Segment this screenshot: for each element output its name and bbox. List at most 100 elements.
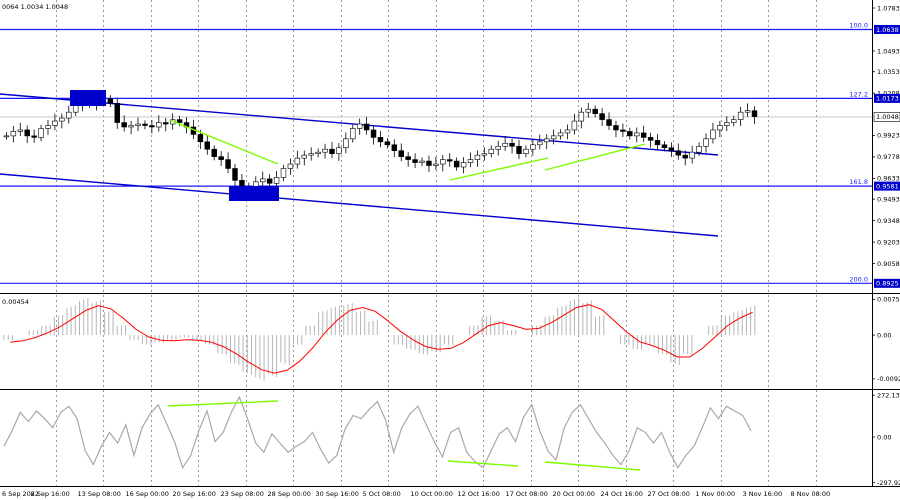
x-tick-label: 10 Oct 00:00 bbox=[411, 490, 453, 498]
candle-body bbox=[606, 119, 612, 126]
divergence-line bbox=[169, 119, 279, 165]
candle-body bbox=[343, 138, 349, 149]
x-tick-label: 27 Oct 08:00 bbox=[648, 490, 690, 498]
zone-bottom bbox=[229, 186, 279, 201]
price-tick-label: 1.0208 bbox=[877, 90, 900, 98]
candle-body bbox=[523, 148, 529, 154]
cci-tick-label: -297.9208 bbox=[877, 479, 900, 487]
candle-body bbox=[204, 141, 211, 150]
price-tick-label: 0.9348 bbox=[877, 217, 900, 225]
candle-body bbox=[308, 153, 314, 156]
x-tick-label: 30 Sep 16:00 bbox=[316, 490, 359, 498]
candle-body bbox=[460, 162, 467, 168]
candle-body bbox=[571, 120, 578, 131]
price-tick-label: 0.9633 bbox=[877, 175, 900, 183]
candle-body bbox=[149, 125, 155, 128]
cci-pane[interactable] bbox=[0, 390, 872, 486]
price-tick-label: 1.0783 bbox=[877, 4, 900, 12]
candle-body bbox=[384, 141, 391, 146]
price-tick-label: 0.9493 bbox=[877, 195, 900, 203]
candle-body bbox=[128, 125, 134, 128]
x-tick-label: 28 Sep 00:00 bbox=[268, 490, 311, 498]
highlight-zones bbox=[70, 90, 279, 201]
candle-body bbox=[3, 135, 10, 138]
candles-layer bbox=[3, 90, 758, 195]
candle-body bbox=[696, 145, 702, 153]
candle-body bbox=[481, 153, 488, 156]
candle-body bbox=[38, 128, 44, 138]
x-tick-label: 3 Nov 16:00 bbox=[743, 490, 783, 498]
candle-body bbox=[225, 159, 231, 169]
divergence-line bbox=[447, 460, 519, 467]
candle-body bbox=[661, 144, 668, 149]
candle-body bbox=[211, 148, 217, 157]
fib-price-tag-label: 0.9581 bbox=[876, 182, 899, 190]
price-pane[interactable] bbox=[0, 0, 872, 292]
candle-body bbox=[495, 145, 501, 150]
candle-body bbox=[578, 111, 585, 122]
x-tick-label: 23 Sep 08:00 bbox=[221, 490, 264, 498]
osma-header: 0.00454 bbox=[2, 298, 29, 306]
price-tick-label: 1.0493 bbox=[877, 47, 900, 55]
candle-body bbox=[682, 154, 688, 159]
candle-body bbox=[218, 156, 224, 160]
x-tick-label: 5 Oct 08:00 bbox=[363, 490, 401, 498]
candle-body bbox=[350, 128, 356, 140]
candle-body bbox=[322, 148, 328, 153]
divergence-line bbox=[167, 400, 279, 407]
candle-body bbox=[599, 113, 605, 120]
fib-price-tag bbox=[874, 24, 900, 34]
candle-body bbox=[488, 148, 495, 154]
cci-tick-label: 272.1309 bbox=[877, 392, 900, 400]
price-axis-labels: 1.0783 1.0493 1.0353 1.0208 0.9923 0.9778 0.96… bbox=[872, 4, 900, 487]
x-tick-label: 24 Oct 16:00 bbox=[601, 490, 643, 498]
osma-signal-path bbox=[10, 304, 753, 374]
candle-body bbox=[744, 110, 751, 113]
candle-body bbox=[440, 159, 446, 165]
candle-body bbox=[114, 102, 120, 123]
candle-body bbox=[689, 151, 695, 159]
x-tick-label: 12 Oct 16:00 bbox=[458, 490, 500, 498]
candle-body bbox=[634, 132, 640, 137]
divergence-line bbox=[544, 143, 646, 171]
candle-body bbox=[724, 122, 730, 126]
candle-body bbox=[474, 154, 481, 160]
cci-line bbox=[3, 395, 752, 470]
candle-body bbox=[737, 111, 744, 120]
candle-body bbox=[176, 119, 183, 123]
ohlc-header: 0064 1.0034 1.0048 bbox=[2, 3, 68, 11]
cci-tick-label: 0.00 bbox=[877, 433, 891, 441]
candle-body bbox=[232, 168, 238, 181]
x-tick-label: 8 Sep 16:00 bbox=[31, 490, 70, 498]
candle-body bbox=[405, 156, 411, 160]
x-tick-label: 17 Oct 08:00 bbox=[506, 490, 548, 498]
candle-body bbox=[530, 144, 536, 150]
candle-body bbox=[107, 98, 114, 104]
candle-body bbox=[585, 108, 591, 113]
candle-body bbox=[294, 157, 301, 165]
candle-body bbox=[717, 125, 723, 131]
candle-body bbox=[467, 159, 474, 163]
candle-body bbox=[24, 129, 30, 137]
candle-body bbox=[239, 180, 245, 187]
candle-body bbox=[627, 131, 633, 137]
candle-body bbox=[620, 129, 626, 132]
candle-body bbox=[412, 159, 418, 163]
x-tick-label: 8 Nov 08:00 bbox=[791, 490, 831, 498]
zone-top bbox=[70, 90, 106, 106]
candle-body bbox=[329, 148, 335, 154]
cci-divergence-lines bbox=[167, 400, 641, 471]
fib-price-tag-label: 1.0173 bbox=[876, 95, 899, 103]
candle-body bbox=[447, 159, 453, 162]
candle-body bbox=[398, 150, 404, 157]
candle-body bbox=[31, 135, 37, 138]
candle-body bbox=[613, 125, 619, 131]
candle-body bbox=[509, 142, 515, 147]
candle-body bbox=[135, 123, 141, 126]
fib-price-tag bbox=[874, 93, 900, 103]
candle-body bbox=[45, 125, 51, 129]
candle-body bbox=[654, 140, 661, 146]
candle-body bbox=[537, 141, 543, 146]
